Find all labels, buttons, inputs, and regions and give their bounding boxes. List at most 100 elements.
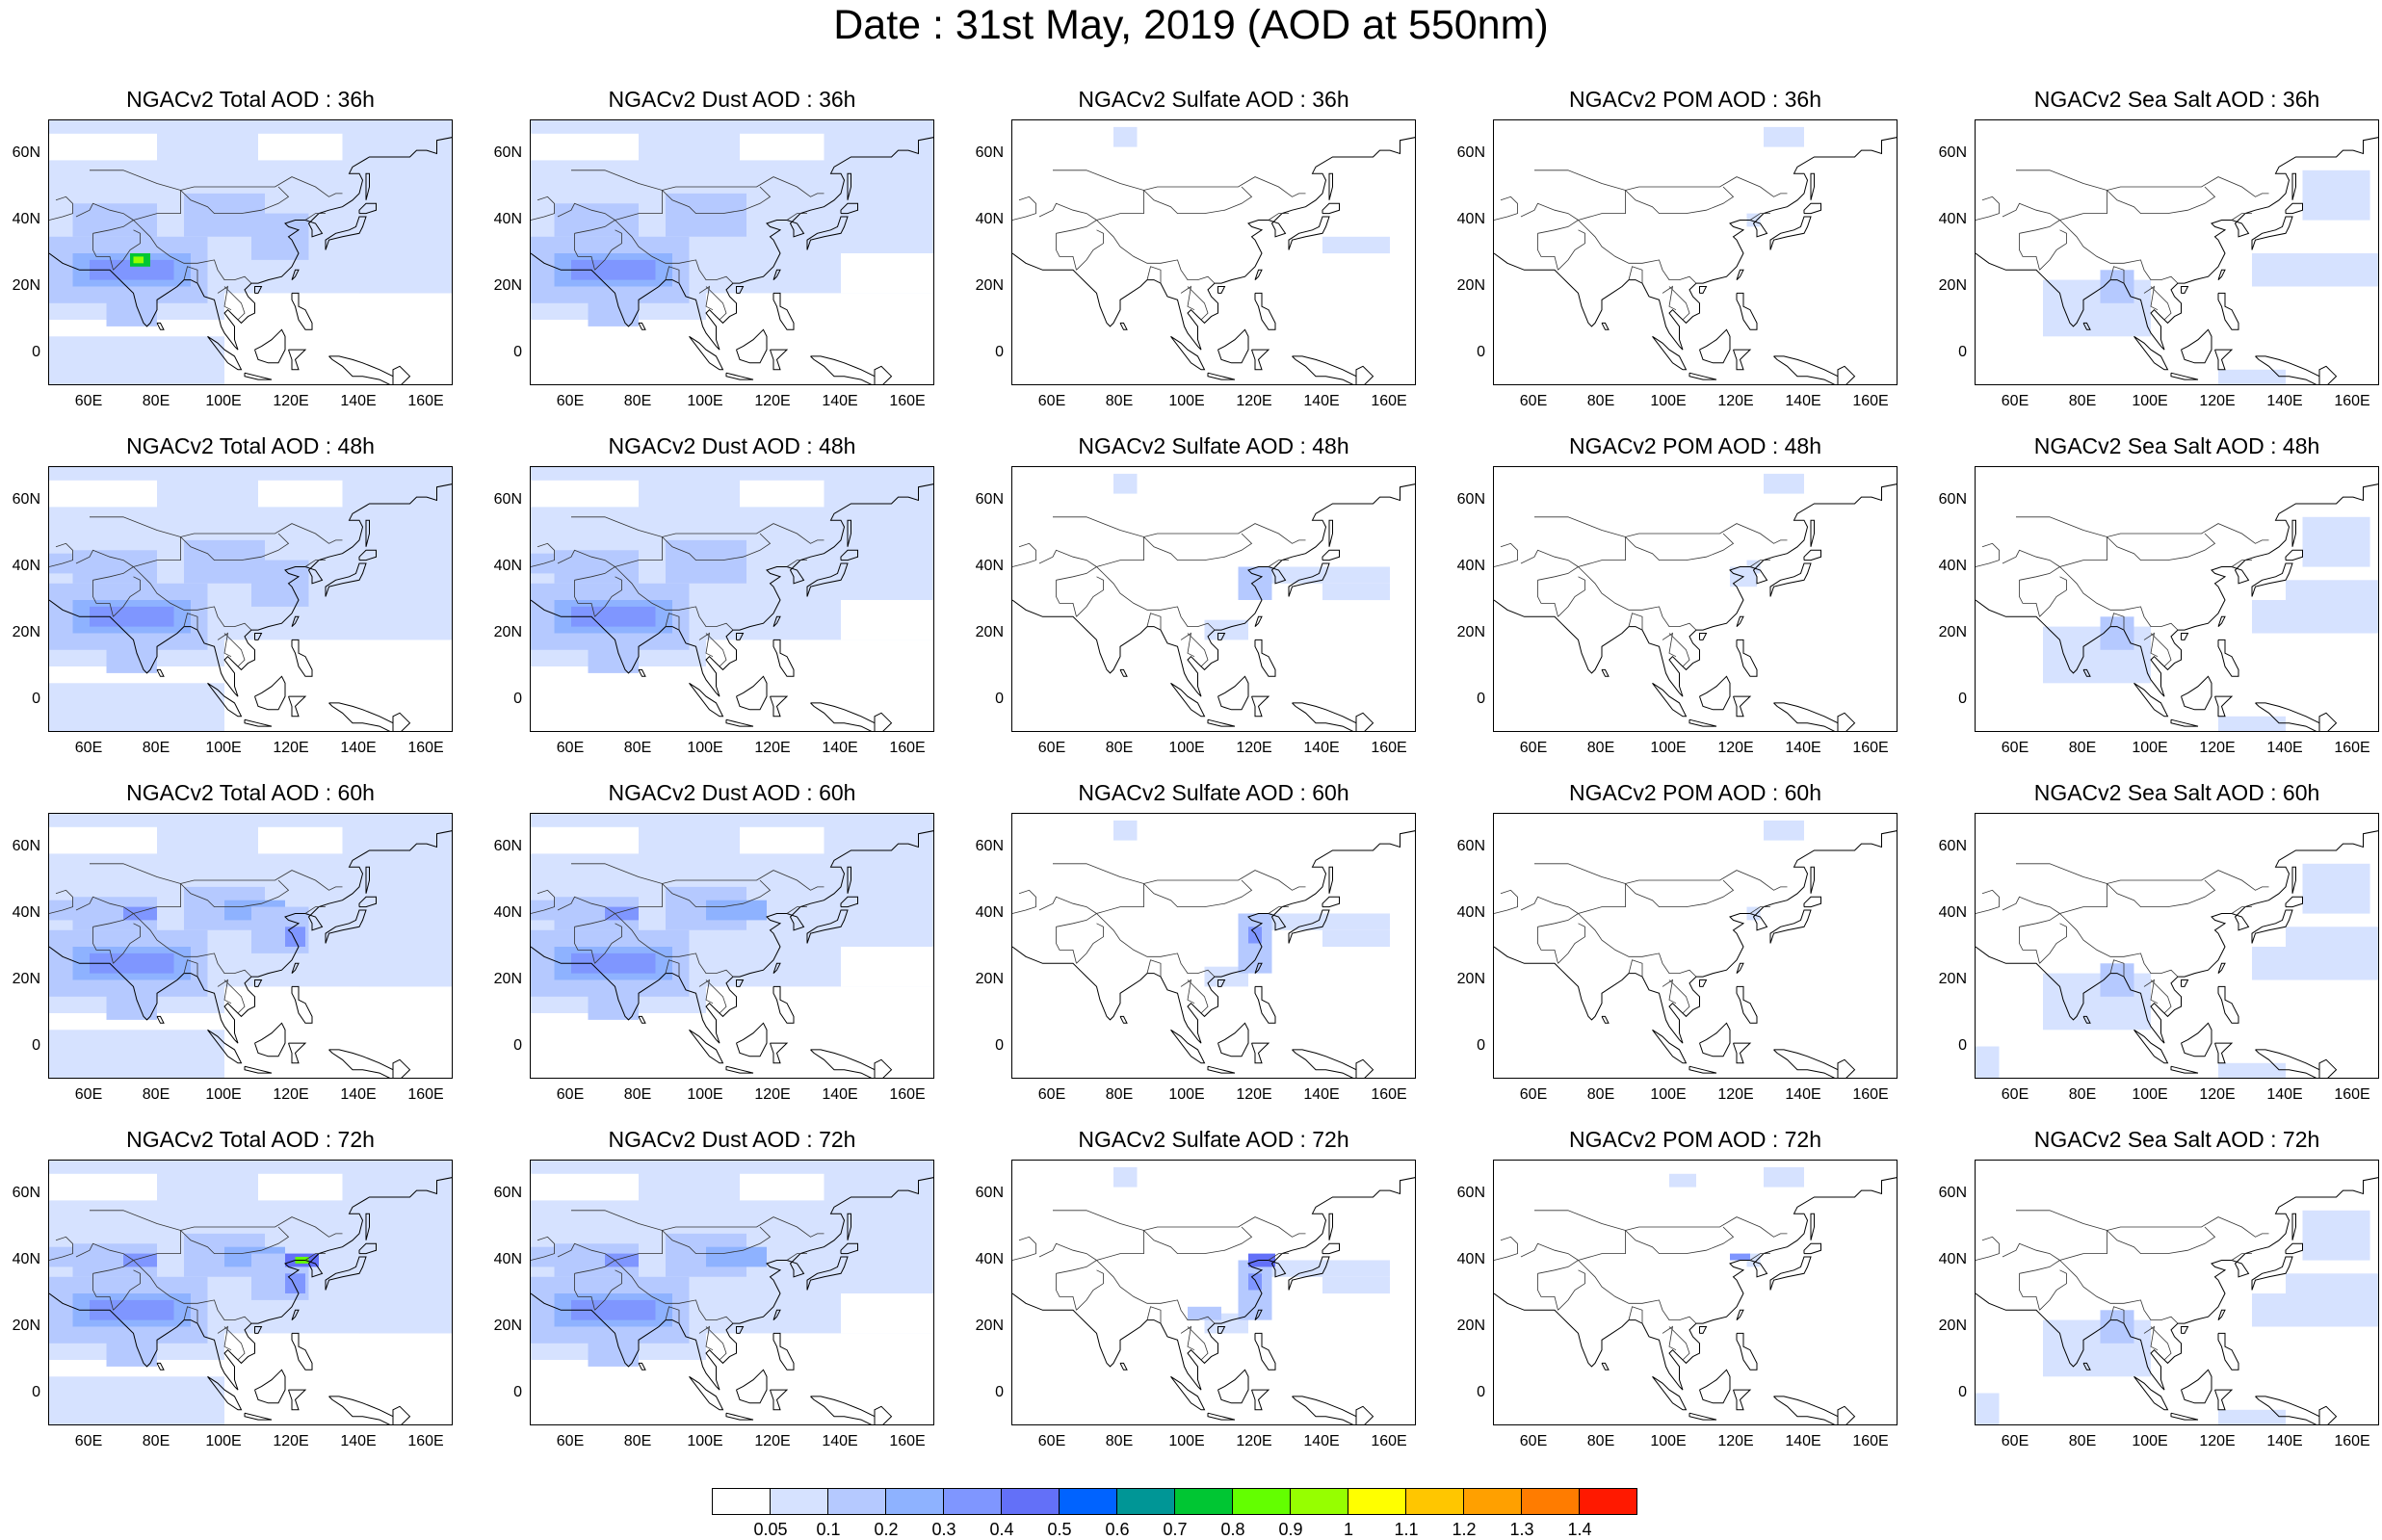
lon-tick-label: 60E: [1037, 393, 1066, 409]
lon-tick-label: 140E: [822, 740, 858, 756]
lon-tick-label: 160E: [407, 1433, 444, 1449]
colorbar-swatch: [885, 1488, 944, 1515]
map-panel-total-48h: [48, 466, 453, 732]
figure-title: Date : 31st May, 2019 (AOD at 550nm): [833, 2, 1549, 48]
lon-tick-label: 120E: [1236, 1433, 1272, 1449]
lon-tick-label: 120E: [2199, 1433, 2236, 1449]
colorbar-swatch: [1001, 1488, 1060, 1515]
lat-tick-label: 20N: [1456, 970, 1485, 987]
panel-title: NGACv2 Total AOD : 36h: [126, 87, 375, 112]
lon-tick-label: 80E: [142, 740, 170, 756]
lon-tick-label: 100E: [2132, 1086, 2168, 1103]
colorbar-label: 1.4: [1567, 1520, 1592, 1539]
colorbar-label: 0.1: [816, 1520, 841, 1539]
lat-tick-label: 40N: [12, 210, 40, 227]
lon-tick-label: 100E: [205, 1433, 242, 1449]
colorbar-swatch: [1174, 1488, 1233, 1515]
lat-tick-label: 60N: [1938, 490, 1967, 508]
lon-tick-label: 100E: [687, 393, 723, 409]
lon-tick-label: 60E: [74, 393, 103, 409]
lon-tick-label: 60E: [556, 1433, 585, 1449]
lat-tick-label: 0: [1958, 343, 1967, 360]
lat-tick-label: 40N: [975, 210, 1004, 227]
lat-tick-label: 40N: [1938, 210, 1967, 227]
colorbar-label: 0.3: [931, 1520, 956, 1539]
lon-tick-label: 100E: [687, 1086, 723, 1103]
lon-tick-label: 160E: [1852, 1433, 1889, 1449]
panel-title: NGACv2 Dust AOD : 72h: [608, 1127, 856, 1152]
lon-tick-label: 80E: [2068, 393, 2097, 409]
lat-tick-label: 0: [995, 343, 1004, 360]
map-panel-total-72h: [48, 1160, 453, 1425]
panel-title: NGACv2 Sulfate AOD : 48h: [1078, 433, 1349, 458]
lat-tick-label: 0: [1477, 1383, 1485, 1400]
lat-tick-label: 40N: [1456, 557, 1485, 574]
lon-tick-label: 160E: [889, 740, 926, 756]
lon-tick-label: 160E: [407, 393, 444, 409]
lon-tick-label: 120E: [273, 1086, 309, 1103]
lon-tick-label: 120E: [754, 1433, 791, 1449]
lon-tick-label: 60E: [2001, 1086, 2029, 1103]
colorbar-label: 1.3: [1509, 1520, 1534, 1539]
lon-tick-label: 140E: [2266, 1433, 2303, 1449]
lat-tick-label: 60N: [12, 490, 40, 508]
lat-tick-label: 20N: [975, 623, 1004, 640]
lat-tick-label: 20N: [1938, 276, 1967, 294]
lon-tick-label: 100E: [1650, 393, 1687, 409]
lat-tick-label: 60N: [12, 1184, 40, 1201]
lat-tick-label: 60N: [1456, 490, 1485, 508]
lon-tick-label: 140E: [340, 740, 377, 756]
lon-tick-label: 120E: [1717, 740, 1754, 756]
lat-tick-label: 0: [995, 1383, 1004, 1400]
map-panel-dust-48h: [530, 466, 934, 732]
lon-tick-label: 120E: [273, 1433, 309, 1449]
lon-tick-label: 60E: [1037, 740, 1066, 756]
colorbar-swatch: [1579, 1488, 1637, 1515]
lat-tick-label: 60N: [1456, 837, 1485, 854]
lon-tick-label: 140E: [1303, 393, 1340, 409]
lon-tick-label: 80E: [2068, 1433, 2097, 1449]
lat-tick-label: 20N: [1456, 1317, 1485, 1334]
panel-title: NGACv2 Sea Salt AOD : 60h: [2033, 780, 2320, 805]
lon-tick-label: 100E: [2132, 740, 2168, 756]
lon-tick-label: 140E: [340, 393, 377, 409]
lon-tick-label: 160E: [1371, 393, 1407, 409]
lon-tick-label: 80E: [623, 1086, 652, 1103]
lat-tick-label: 20N: [12, 1317, 40, 1334]
map-panel-pom-48h: [1493, 466, 1898, 732]
lon-tick-label: 120E: [1236, 740, 1272, 756]
lat-tick-label: 60N: [975, 837, 1004, 854]
lon-tick-label: 160E: [889, 393, 926, 409]
lat-tick-label: 20N: [1938, 623, 1967, 640]
lon-tick-label: 100E: [1168, 1433, 1205, 1449]
lon-tick-label: 140E: [1785, 1433, 1821, 1449]
lon-tick-label: 140E: [2266, 1086, 2303, 1103]
lon-tick-label: 60E: [2001, 393, 2029, 409]
lat-tick-label: 40N: [12, 1250, 40, 1267]
lat-tick-label: 20N: [493, 623, 522, 640]
panel-title: NGACv2 POM AOD : 36h: [1568, 87, 1822, 112]
lat-tick-label: 40N: [1456, 1250, 1485, 1267]
lon-tick-label: 60E: [556, 393, 585, 409]
lat-tick-label: 40N: [975, 1250, 1004, 1267]
lon-tick-label: 60E: [1037, 1433, 1066, 1449]
panel-title: NGACv2 Sulfate AOD : 60h: [1078, 780, 1349, 805]
lon-tick-label: 80E: [142, 393, 170, 409]
lat-tick-label: 20N: [12, 623, 40, 640]
map-panel-sulfate-60h: [1011, 813, 1416, 1079]
lon-tick-label: 80E: [1105, 393, 1134, 409]
lon-tick-label: 100E: [1650, 1086, 1687, 1103]
lon-tick-label: 100E: [1650, 1433, 1687, 1449]
lon-tick-label: 120E: [2199, 393, 2236, 409]
lon-tick-label: 100E: [687, 1433, 723, 1449]
colorbar-swatch: [1521, 1488, 1580, 1515]
lat-tick-label: 0: [513, 1036, 522, 1054]
map-panel-dust-72h: [530, 1160, 934, 1425]
lat-tick-label: 20N: [12, 276, 40, 294]
lon-tick-label: 120E: [754, 740, 791, 756]
lat-tick-label: 40N: [12, 903, 40, 921]
lon-tick-label: 60E: [2001, 1433, 2029, 1449]
lon-tick-label: 60E: [1037, 1086, 1066, 1103]
lon-tick-label: 100E: [1168, 740, 1205, 756]
lat-tick-label: 20N: [1938, 970, 1967, 987]
